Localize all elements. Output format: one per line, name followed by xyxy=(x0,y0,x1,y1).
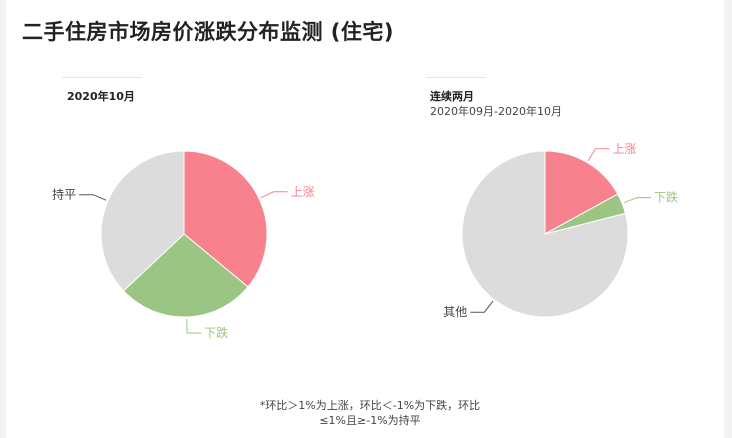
pie-leader-two-months-0 xyxy=(587,148,610,162)
pie-label-monthly-2: 持平 xyxy=(52,187,76,202)
pie-slice-two-months-0 xyxy=(544,150,619,235)
pie-label-two-months-1: 下跌 xyxy=(654,190,678,205)
pie-label-two-months-0: 上涨 xyxy=(612,141,636,156)
pie-slice-monthly-0 xyxy=(183,150,268,288)
pie-slice-monthly-1 xyxy=(122,233,249,318)
pie-leader-monthly-2 xyxy=(79,194,107,201)
pie-leader-monthly-0 xyxy=(260,191,288,199)
panel-2-heading: 连续两月 xyxy=(430,90,474,103)
pie-label-two-months-2: 其他 xyxy=(443,305,467,319)
pie-label-monthly-0: 上涨 xyxy=(291,184,315,199)
pie-slice-two-months-2 xyxy=(461,150,629,318)
right-border xyxy=(724,0,732,438)
panel-2-divider xyxy=(426,77,486,78)
pie-slice-monthly-2 xyxy=(100,150,185,292)
panel-2-subheading: 2020年09月-2020年10月 xyxy=(430,105,562,118)
panel-1-divider xyxy=(62,77,142,78)
footnote-line-1: *环比＞1%为上涨，环比＜-1%为下跌，环比 xyxy=(259,399,481,412)
panel-1-heading: 2020年10月 xyxy=(67,90,135,103)
pie-label-monthly-1: 下跌 xyxy=(204,325,228,340)
pie-leader-two-months-1 xyxy=(623,197,651,204)
pie-leader-two-months-2 xyxy=(470,300,494,313)
pie-leader-monthly-1 xyxy=(186,318,202,334)
footnote: *环比＞1%为上涨，环比＜-1%为下跌，环比 ≤1%且≥-1%为持平 xyxy=(200,398,540,428)
footnote-line-2: ≤1%且≥-1%为持平 xyxy=(319,414,421,427)
left-border xyxy=(0,0,6,438)
page-title: 二手住房市场房价涨跌分布监测 (住宅) xyxy=(22,20,395,44)
